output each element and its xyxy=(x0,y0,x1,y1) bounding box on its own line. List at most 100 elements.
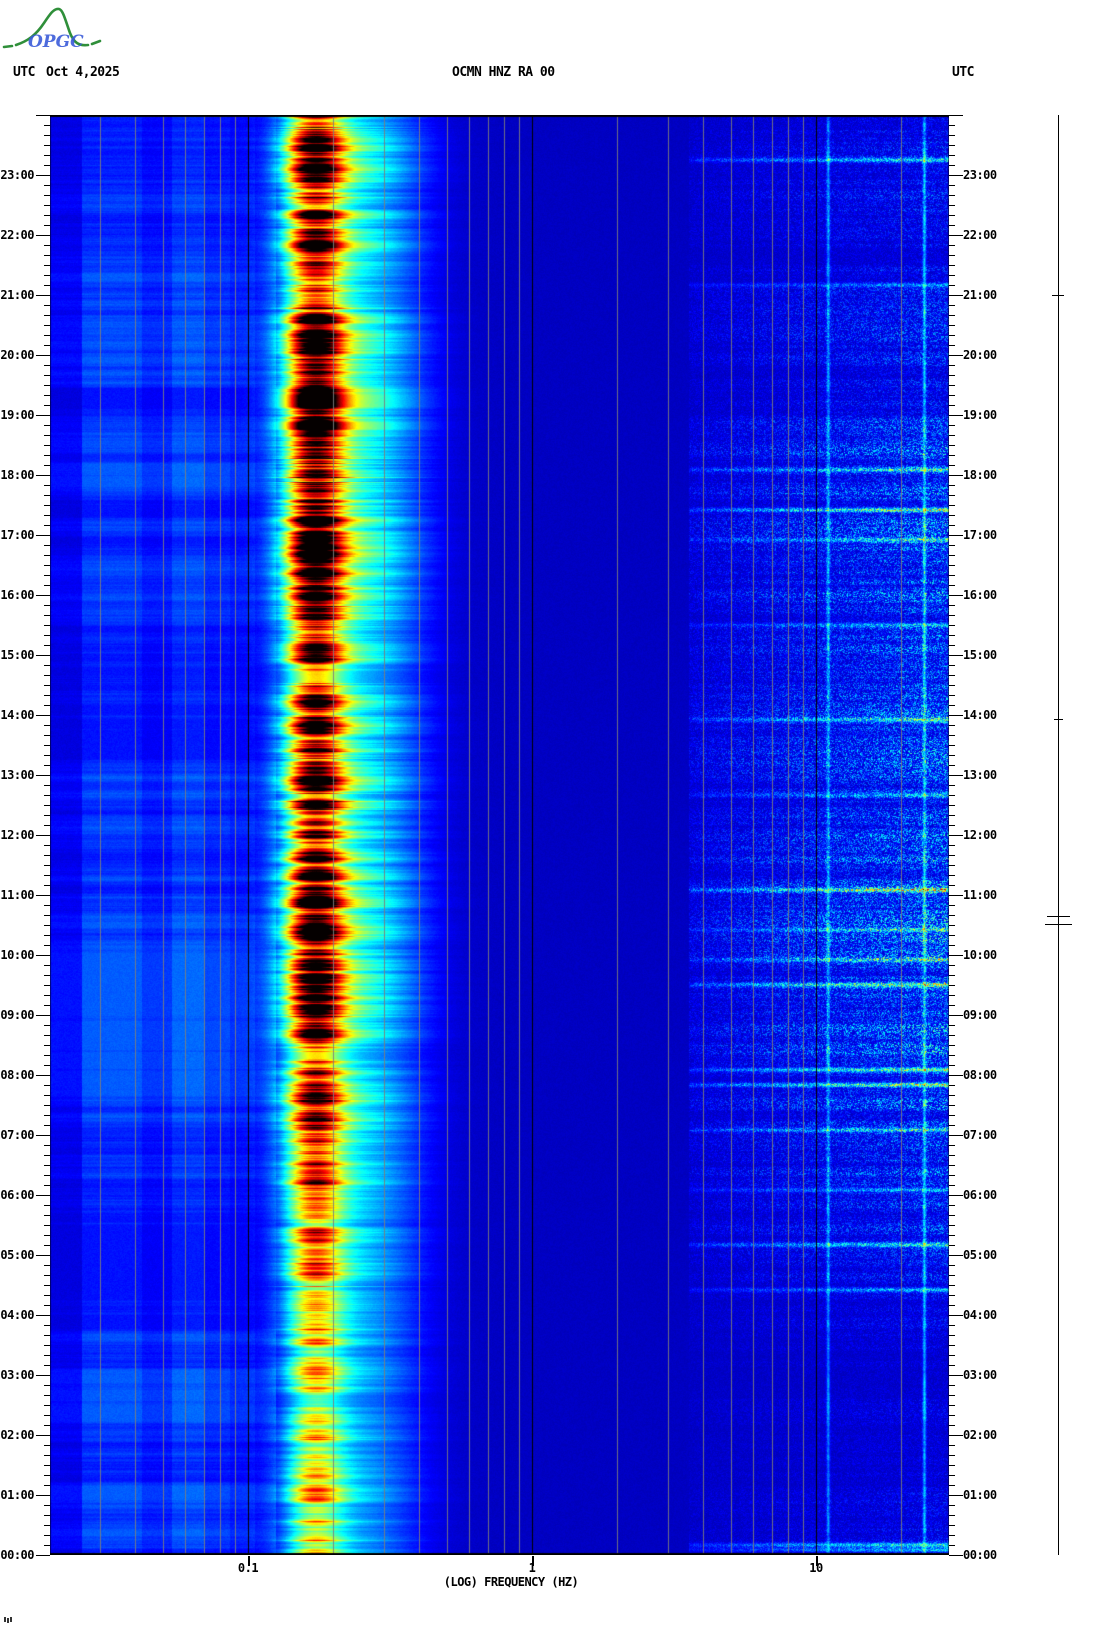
right-minor-tick xyxy=(949,615,955,616)
left-minor-tick xyxy=(44,1085,50,1086)
left-major-tick xyxy=(36,115,50,116)
right-major-tick xyxy=(949,655,963,656)
left-minor-tick xyxy=(44,1275,50,1276)
left-minor-tick xyxy=(44,1345,50,1346)
right-minor-tick xyxy=(949,345,955,346)
right-minor-tick xyxy=(949,555,955,556)
right-minor-tick xyxy=(949,305,955,306)
right-minor-tick xyxy=(949,705,955,706)
left-minor-tick xyxy=(44,915,50,916)
left-minor-tick xyxy=(44,905,50,906)
time-label-left: 06:00 xyxy=(0,1188,34,1202)
left-minor-tick xyxy=(44,995,50,996)
right-minor-tick xyxy=(949,965,955,966)
right-minor-tick xyxy=(949,495,955,496)
right-minor-tick xyxy=(949,695,955,696)
left-minor-tick xyxy=(44,255,50,256)
left-major-tick xyxy=(36,235,50,236)
right-minor-tick xyxy=(949,665,955,666)
left-minor-tick xyxy=(44,735,50,736)
time-label-left: 20:00 xyxy=(0,348,34,362)
right-minor-tick xyxy=(949,925,955,926)
right-major-tick xyxy=(949,1255,963,1256)
left-minor-tick xyxy=(44,385,50,386)
right-minor-tick xyxy=(949,1125,955,1126)
right-minor-tick xyxy=(949,1335,955,1336)
right-major-tick xyxy=(949,1555,963,1556)
left-major-tick xyxy=(36,1555,50,1556)
left-minor-tick xyxy=(44,515,50,516)
left-minor-tick xyxy=(44,1485,50,1486)
left-minor-tick xyxy=(44,985,50,986)
time-label-left: 13:00 xyxy=(0,768,34,782)
right-minor-tick xyxy=(949,1275,955,1276)
left-minor-tick xyxy=(44,1415,50,1416)
left-minor-tick xyxy=(44,165,50,166)
left-minor-tick xyxy=(44,435,50,436)
time-label-left: 12:00 xyxy=(0,828,34,842)
left-minor-tick xyxy=(44,645,50,646)
left-minor-tick xyxy=(44,265,50,266)
left-minor-tick xyxy=(44,1405,50,1406)
left-minor-tick xyxy=(44,405,50,406)
right-minor-tick xyxy=(949,1185,955,1186)
right-minor-tick xyxy=(949,645,955,646)
right-minor-tick xyxy=(949,165,955,166)
left-minor-tick xyxy=(44,745,50,746)
time-label-left: 18:00 xyxy=(0,468,34,482)
freq-tick-label: 10 xyxy=(809,1561,823,1575)
time-label-right: 05:00 xyxy=(963,1248,997,1262)
scale-bar-mark xyxy=(1052,295,1064,296)
time-label-left: 21:00 xyxy=(0,288,34,302)
right-minor-tick xyxy=(949,445,955,446)
left-minor-tick xyxy=(44,365,50,366)
right-minor-tick xyxy=(949,1305,955,1306)
time-label-right: 03:00 xyxy=(963,1368,997,1382)
time-label-right: 12:00 xyxy=(963,828,997,842)
left-minor-tick xyxy=(44,815,50,816)
left-minor-tick xyxy=(44,545,50,546)
right-minor-tick xyxy=(949,825,955,826)
right-major-tick xyxy=(949,775,963,776)
right-minor-tick xyxy=(949,375,955,376)
right-minor-tick xyxy=(949,1505,955,1506)
left-minor-tick xyxy=(44,855,50,856)
time-label-left: 08:00 xyxy=(0,1068,34,1082)
time-label-right: 17:00 xyxy=(963,528,997,542)
left-minor-tick xyxy=(44,705,50,706)
left-minor-tick xyxy=(44,125,50,126)
left-minor-tick xyxy=(44,675,50,676)
right-minor-tick xyxy=(949,435,955,436)
left-minor-tick xyxy=(44,1455,50,1456)
time-label-left: 16:00 xyxy=(0,588,34,602)
left-minor-tick xyxy=(44,695,50,696)
left-minor-tick xyxy=(44,525,50,526)
right-minor-tick xyxy=(949,1295,955,1296)
time-label-left: 22:00 xyxy=(0,228,34,242)
right-minor-tick xyxy=(949,135,955,136)
right-minor-tick xyxy=(949,245,955,246)
left-minor-tick xyxy=(44,345,50,346)
right-minor-tick xyxy=(949,1235,955,1236)
time-label-right: 22:00 xyxy=(963,228,997,242)
time-label-left: 03:00 xyxy=(0,1368,34,1382)
time-label-left: 01:00 xyxy=(0,1488,34,1502)
right-minor-tick xyxy=(949,1425,955,1426)
right-minor-tick xyxy=(949,1405,955,1406)
time-label-left: 02:00 xyxy=(0,1428,34,1442)
header-utc-left: UTC xyxy=(13,65,35,80)
time-label-left: 05:00 xyxy=(0,1248,34,1262)
right-minor-tick xyxy=(949,1395,955,1396)
time-label-left: 07:00 xyxy=(0,1128,34,1142)
left-minor-tick xyxy=(44,425,50,426)
left-minor-tick xyxy=(44,755,50,756)
right-major-tick xyxy=(949,115,963,116)
right-major-tick xyxy=(949,535,963,536)
left-major-tick xyxy=(36,955,50,956)
header-date: Oct 4,2025 xyxy=(46,65,120,80)
right-major-tick xyxy=(949,175,963,176)
left-minor-tick xyxy=(44,1045,50,1046)
right-minor-tick xyxy=(949,1285,955,1286)
right-minor-tick xyxy=(949,335,955,336)
left-minor-tick xyxy=(44,1445,50,1446)
